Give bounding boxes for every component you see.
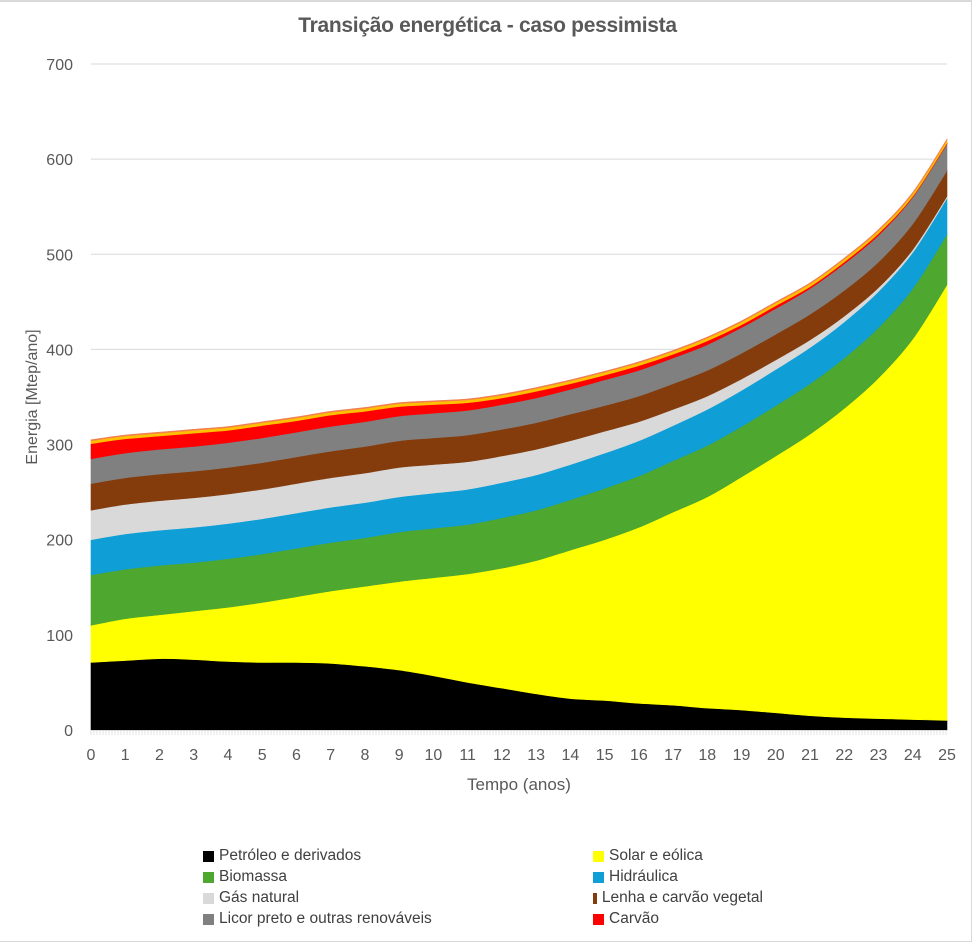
- legend-item: Licor preto e outras renováveis: [203, 909, 593, 929]
- legend-label: Licor preto e outras renováveis: [219, 910, 432, 927]
- y-tick-label: 300: [46, 438, 73, 455]
- x-tick-label: 11: [459, 747, 476, 764]
- y-tick-label: 500: [46, 247, 73, 264]
- x-tick-label: 6: [292, 747, 301, 764]
- x-tick-label: 12: [493, 747, 511, 764]
- legend-label: Solar e eólica: [609, 847, 703, 864]
- y-tick-label: 700: [46, 57, 73, 74]
- x-tick-label: 21: [801, 747, 819, 764]
- legend-item: Solar e eólica: [593, 846, 763, 866]
- y-tick-label: 400: [46, 342, 73, 359]
- x-tick-label: 25: [938, 747, 956, 764]
- legend-swatch: [593, 892, 597, 904]
- y-tick-label: 0: [64, 723, 73, 740]
- legend-label: Biomassa: [219, 868, 288, 885]
- legend-label: Hidráulica: [609, 868, 678, 885]
- legend-item: Petróleo e derivados: [203, 846, 593, 866]
- x-axis-ticks: 0 1 2 3 4 5 6 7 8 9 10 11 12 13 14 15 16 17 18 19 20 21 22 23 24…: [87, 747, 956, 764]
- y-tick-label: 200: [46, 533, 73, 550]
- x-tick-label: 5: [258, 747, 267, 764]
- x-tick-label: 0: [87, 747, 96, 764]
- legend-item: Gás natural: [203, 888, 593, 908]
- legend: Petróleo e derivados Solar e eólica Biomas…: [203, 846, 763, 929]
- x-tick-label: 22: [835, 747, 853, 764]
- x-tick-label: 24: [904, 747, 922, 764]
- y-tick-label: 600: [46, 152, 73, 169]
- legend-label: Gás natural: [219, 889, 300, 906]
- legend-swatch: [593, 913, 604, 925]
- x-tick-label: 3: [189, 747, 198, 764]
- x-tick-label: 16: [630, 747, 648, 764]
- legend-item: Hidráulica: [593, 867, 763, 887]
- y-axis-ticks: 0 100 200 300 400 500 600 700: [46, 57, 73, 740]
- legend-label: Carvão: [609, 910, 659, 927]
- y-tick-label: 100: [46, 628, 73, 645]
- x-tick-label: 20: [767, 747, 785, 764]
- x-axis: [90, 730, 947, 735]
- legend-item: Biomassa: [203, 867, 593, 887]
- legend-swatch: [203, 850, 214, 862]
- area-series: [90, 138, 948, 731]
- x-tick-label: 1: [121, 747, 130, 764]
- x-tick-label: 14: [561, 747, 579, 764]
- x-tick-label: 9: [395, 747, 404, 764]
- legend-swatch: [593, 850, 604, 862]
- legend-swatch: [203, 892, 214, 904]
- x-axis-label: Tempo (anos): [467, 775, 571, 794]
- legend-item: Carvão: [593, 909, 763, 929]
- x-tick-label: 19: [733, 747, 751, 764]
- x-tick-label: 10: [425, 747, 443, 764]
- legend-label: Lenha e carvão vegetal: [601, 889, 763, 906]
- x-tick-label: 7: [326, 747, 335, 764]
- x-tick-label: 23: [870, 747, 888, 764]
- x-tick-label: 13: [527, 747, 545, 764]
- legend-label: Petróleo e derivados: [219, 847, 362, 864]
- x-tick-label: 2: [155, 747, 164, 764]
- legend-swatch: [593, 871, 604, 883]
- x-tick-label: 17: [664, 747, 682, 764]
- legend-item: Lenha e carvão vegetal: [593, 888, 763, 908]
- x-tick-label: 18: [698, 747, 716, 764]
- area-series-unlabeled-9: [90, 138, 948, 442]
- legend-swatch: [203, 871, 214, 883]
- y-axis-label: Energia [Mtep/ano]: [24, 329, 41, 464]
- x-tick-label: 4: [224, 747, 233, 764]
- x-tick-label: 8: [360, 747, 369, 764]
- x-tick-label: 15: [596, 747, 614, 764]
- chart-title: Transição energética - caso pessimista: [298, 14, 677, 37]
- legend-swatch: [203, 913, 214, 925]
